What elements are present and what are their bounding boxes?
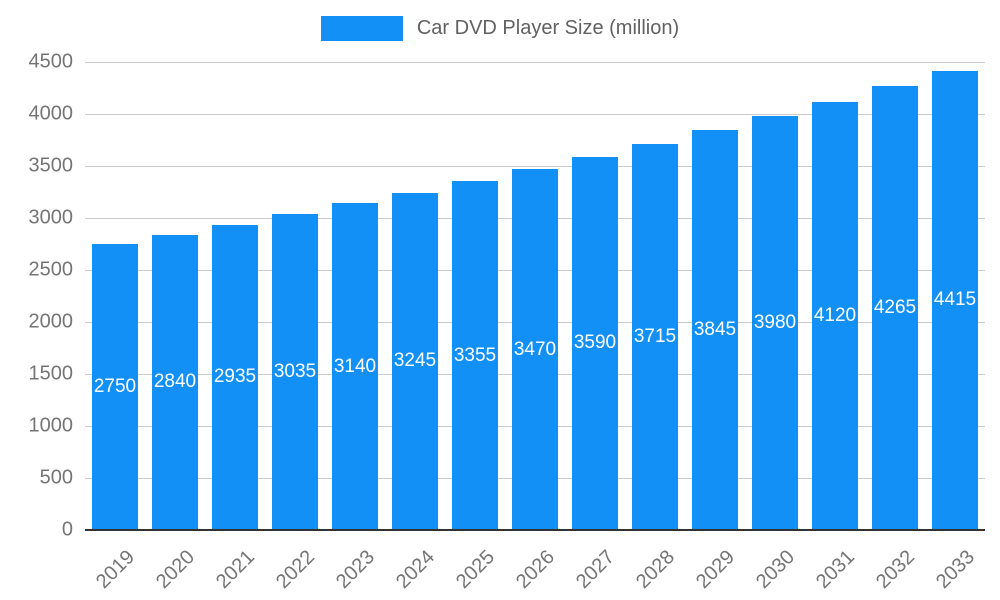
y-axis-tick-label: 1500 (28, 362, 74, 385)
bar-value-label: 3035 (273, 361, 317, 383)
gridline (85, 62, 985, 63)
bar-2032 (872, 86, 918, 530)
x-axis-label: 2027 (571, 546, 619, 594)
bar-value-label: 3590 (573, 332, 617, 354)
x-axis-label: 2029 (691, 546, 739, 594)
x-axis-label: 2028 (631, 546, 679, 594)
bar-2022 (272, 214, 318, 530)
bar-2031 (812, 101, 858, 530)
bar-2026 (512, 169, 558, 530)
bar-value-label: 3715 (633, 325, 677, 347)
legend-swatch (320, 16, 403, 41)
bar-value-label: 3980 (753, 312, 797, 334)
x-axis-baseline (85, 529, 985, 531)
bar-value-label: 2750 (93, 376, 137, 397)
bar-2033 (932, 70, 978, 530)
gridline (85, 166, 985, 167)
x-axis-label: 2030 (751, 546, 799, 594)
y-axis-tick-label: 3500 (28, 154, 74, 177)
bar-value-label: 4120 (813, 304, 857, 326)
bar-value-label: 4415 (933, 289, 977, 311)
x-axis-label: 2022 (271, 546, 319, 594)
x-axis-label: 2021 (211, 546, 259, 594)
x-axis-label: 2031 (811, 546, 859, 594)
plot-area: 0 500 1000 1500 2000 2500 3000 3500 4000 4500 2750… (29, 51, 985, 593)
bar-2023 (332, 203, 378, 530)
gridline (85, 114, 985, 115)
y-axis-tick-label: 4000 (28, 102, 74, 125)
bar-2027 (572, 156, 618, 530)
x-axis-label: 2025 (451, 546, 499, 594)
y-axis-tick-label: 3000 (28, 206, 74, 229)
bar-2030 (752, 116, 798, 530)
bar-value-label: 2935 (213, 366, 257, 388)
bar-2024 (392, 192, 438, 530)
bar-value-label: 3355 (453, 344, 497, 366)
bar-value-label: 2840 (153, 371, 197, 393)
bar-2019 (92, 244, 138, 530)
y-axis-tick-label: 0 (61, 518, 73, 541)
bar-value-label: 4265 (873, 297, 917, 319)
bar-2021 (212, 224, 258, 530)
x-axis-label: 2033 (931, 546, 979, 594)
bar-value-label: 3470 (513, 338, 557, 360)
y-axis-tick-label: 500 (39, 466, 73, 489)
bar-2025 (452, 181, 498, 530)
x-axis-label: 2019 (91, 546, 139, 594)
bar-2020 (152, 234, 198, 530)
x-axis-label: 2020 (151, 546, 199, 594)
bar-value-label: 3845 (693, 319, 737, 341)
y-axis-tick-label: 2000 (28, 310, 74, 333)
chart-title: Car DVD Player Size (million) (416, 17, 680, 39)
y-axis-tick-label: 4500 (28, 50, 74, 73)
bar-value-label: 3140 (333, 355, 377, 377)
legend: Car DVD Player Size (million) (0, 16, 1000, 41)
x-axis-label: 2032 (871, 546, 919, 594)
x-axis-label: 2024 (391, 546, 439, 594)
bar-2029 (692, 130, 738, 530)
bar-value-label: 3245 (393, 350, 437, 372)
x-axis-label: 2023 (331, 546, 379, 594)
y-axis-tick-label: 2500 (28, 258, 74, 281)
y-axis-tick-label: 1000 (28, 414, 74, 437)
bar-2028 (632, 143, 678, 530)
x-axis-label: 2026 (511, 546, 559, 594)
